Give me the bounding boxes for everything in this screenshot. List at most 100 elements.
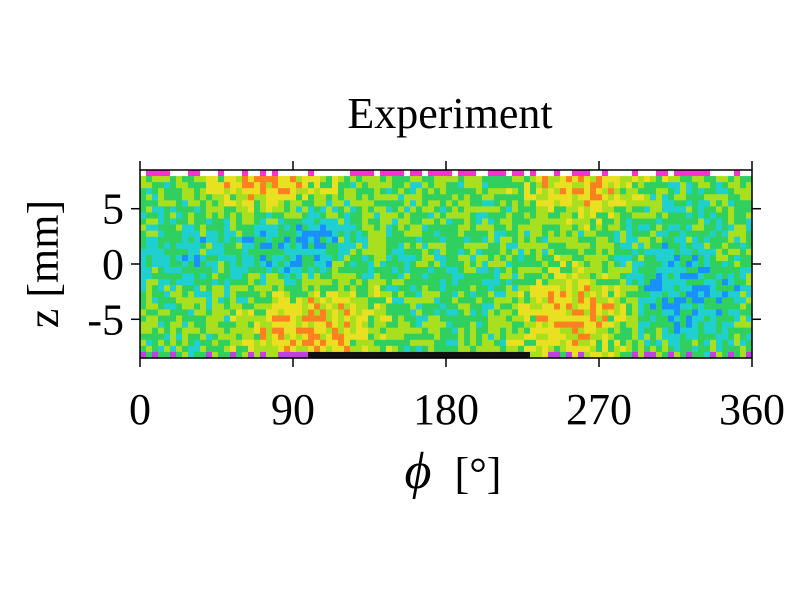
heatmap-cell	[674, 242, 681, 250]
heatmap-cell	[284, 315, 291, 323]
heatmap-cell	[476, 170, 483, 177]
heatmap-cell	[542, 315, 549, 323]
heatmap-cell	[446, 248, 453, 256]
heatmap-cell	[464, 176, 471, 183]
heatmap-cell	[248, 333, 255, 341]
heatmap-cell	[728, 285, 735, 292]
heatmap-cell	[452, 200, 459, 207]
heatmap-cell	[356, 170, 363, 177]
heatmap-cell	[140, 297, 147, 305]
heatmap-cell	[554, 285, 561, 292]
heatmap-cell	[212, 267, 219, 274]
heatmap-cell	[410, 176, 417, 183]
heatmap-cell	[716, 315, 723, 323]
heatmap-cell	[578, 321, 585, 329]
heatmap-cell	[230, 291, 237, 298]
heatmap-cell	[194, 170, 201, 177]
heatmap-cell	[314, 218, 321, 226]
heatmap-cell	[218, 279, 225, 286]
heatmap-cell	[224, 327, 231, 335]
heatmap-cell	[440, 339, 447, 347]
heatmap-cell	[746, 170, 753, 177]
heatmap-cell	[200, 188, 207, 195]
heatmap-cell	[638, 351, 645, 359]
heatmap-cell	[740, 309, 747, 317]
heatmap-cell	[140, 267, 147, 274]
heatmap-cell	[218, 254, 225, 262]
heatmap-cell	[572, 248, 579, 256]
heatmap-cell	[662, 267, 669, 274]
heatmap-cell	[164, 254, 171, 262]
heatmap-cell	[410, 230, 417, 238]
heatmap-cell	[194, 212, 201, 220]
heatmap-cell	[290, 321, 297, 329]
heatmap-cell	[170, 260, 177, 268]
heatmap-cell	[278, 339, 285, 347]
heatmap-cell	[626, 218, 633, 226]
heatmap-cell	[542, 200, 549, 207]
heatmap-cell	[290, 194, 297, 201]
heatmap-cell	[188, 297, 195, 305]
heatmap-cell	[650, 254, 657, 262]
heatmap-cell	[296, 291, 303, 298]
heatmap-cell	[446, 206, 453, 214]
heatmap-cell	[698, 339, 705, 347]
heatmap-cell	[392, 345, 399, 353]
heatmap-cell	[698, 267, 705, 274]
heatmap-cell	[260, 273, 267, 280]
heatmap-cell	[152, 212, 159, 220]
heatmap-cell	[272, 303, 279, 311]
heatmap-cell	[158, 176, 165, 183]
heatmap-cell	[344, 333, 351, 341]
heatmap-cell	[308, 170, 315, 177]
heatmap-cell	[536, 333, 543, 341]
heatmap-cell	[554, 230, 561, 238]
heatmap-cell	[182, 200, 189, 207]
heatmap-cell	[536, 218, 543, 226]
heatmap-cell	[314, 182, 321, 189]
heatmap-cell	[362, 224, 369, 232]
heatmap-cell	[626, 327, 633, 335]
heatmap-cell	[596, 303, 603, 311]
heatmap-cell	[518, 339, 525, 347]
heatmap-cell	[668, 200, 675, 207]
heatmap-cell	[614, 339, 621, 347]
heatmap-cell	[734, 248, 741, 256]
heatmap-cell	[398, 206, 405, 214]
heatmap-cell	[326, 194, 333, 201]
heatmap-cell	[512, 260, 519, 268]
heatmap-cell	[470, 297, 477, 305]
heatmap-cell	[164, 309, 171, 317]
heatmap-cell	[296, 267, 303, 274]
heatmap-cell	[542, 303, 549, 311]
heatmap-cell	[548, 321, 555, 329]
heatmap-cell	[218, 309, 225, 317]
heatmap-cell	[200, 260, 207, 268]
heatmap-cell	[230, 176, 237, 183]
heatmap-cell	[524, 230, 531, 238]
heatmap-cell	[410, 297, 417, 305]
heatmap-cell	[620, 260, 627, 268]
heatmap-cell	[458, 242, 465, 250]
heatmap-cell	[242, 176, 249, 183]
heatmap-cell	[530, 242, 537, 250]
heatmap-cell	[524, 339, 531, 347]
heatmap-cell	[494, 170, 501, 177]
heatmap-cell	[266, 351, 273, 359]
heatmap-cell	[206, 176, 213, 183]
heatmap-cell	[746, 200, 753, 207]
heatmap-cell	[584, 206, 591, 214]
heatmap-cell	[476, 345, 483, 353]
heatmap-cell	[518, 248, 525, 256]
heatmap-cell	[692, 224, 699, 232]
heatmap-cell	[608, 218, 615, 226]
heatmap-cell	[518, 285, 525, 292]
heatmap-cell	[662, 176, 669, 183]
heatmap-cell	[710, 321, 717, 329]
heatmap-cell	[488, 297, 495, 305]
heatmap-cell	[572, 224, 579, 232]
heatmap-cell	[512, 291, 519, 298]
heatmap-cell	[698, 291, 705, 298]
heatmap-cell	[176, 267, 183, 274]
heatmap-cell	[284, 236, 291, 244]
